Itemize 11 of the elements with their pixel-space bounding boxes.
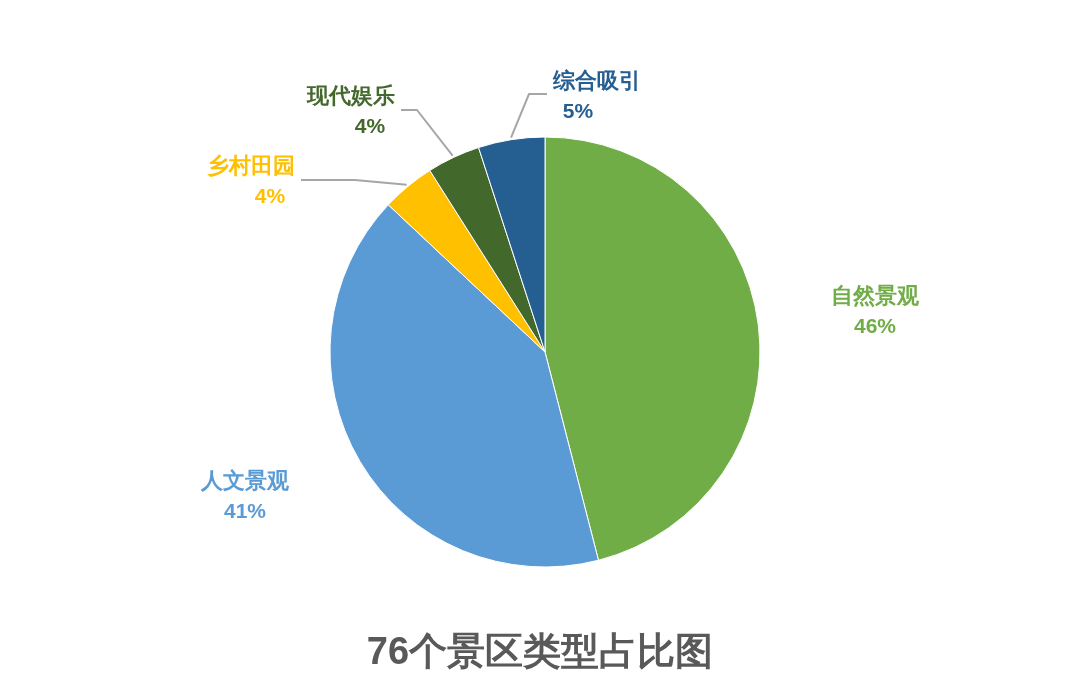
slice-label: 人文景观 xyxy=(200,468,290,493)
text: 76个景区类型占比图 xyxy=(366,630,714,672)
data-label: 41% xyxy=(223,499,267,522)
data-label: 46% xyxy=(853,314,897,337)
data-label: 4% xyxy=(254,184,286,207)
slice-label: 现代娱乐 xyxy=(306,83,395,108)
slice-label: 综合吸引 xyxy=(552,68,641,93)
slice-label: 自然景观 xyxy=(831,283,920,308)
data-label: 5% xyxy=(562,99,594,122)
slice-label: 乡村田园 xyxy=(207,153,295,178)
data-label: 4% xyxy=(354,114,386,137)
